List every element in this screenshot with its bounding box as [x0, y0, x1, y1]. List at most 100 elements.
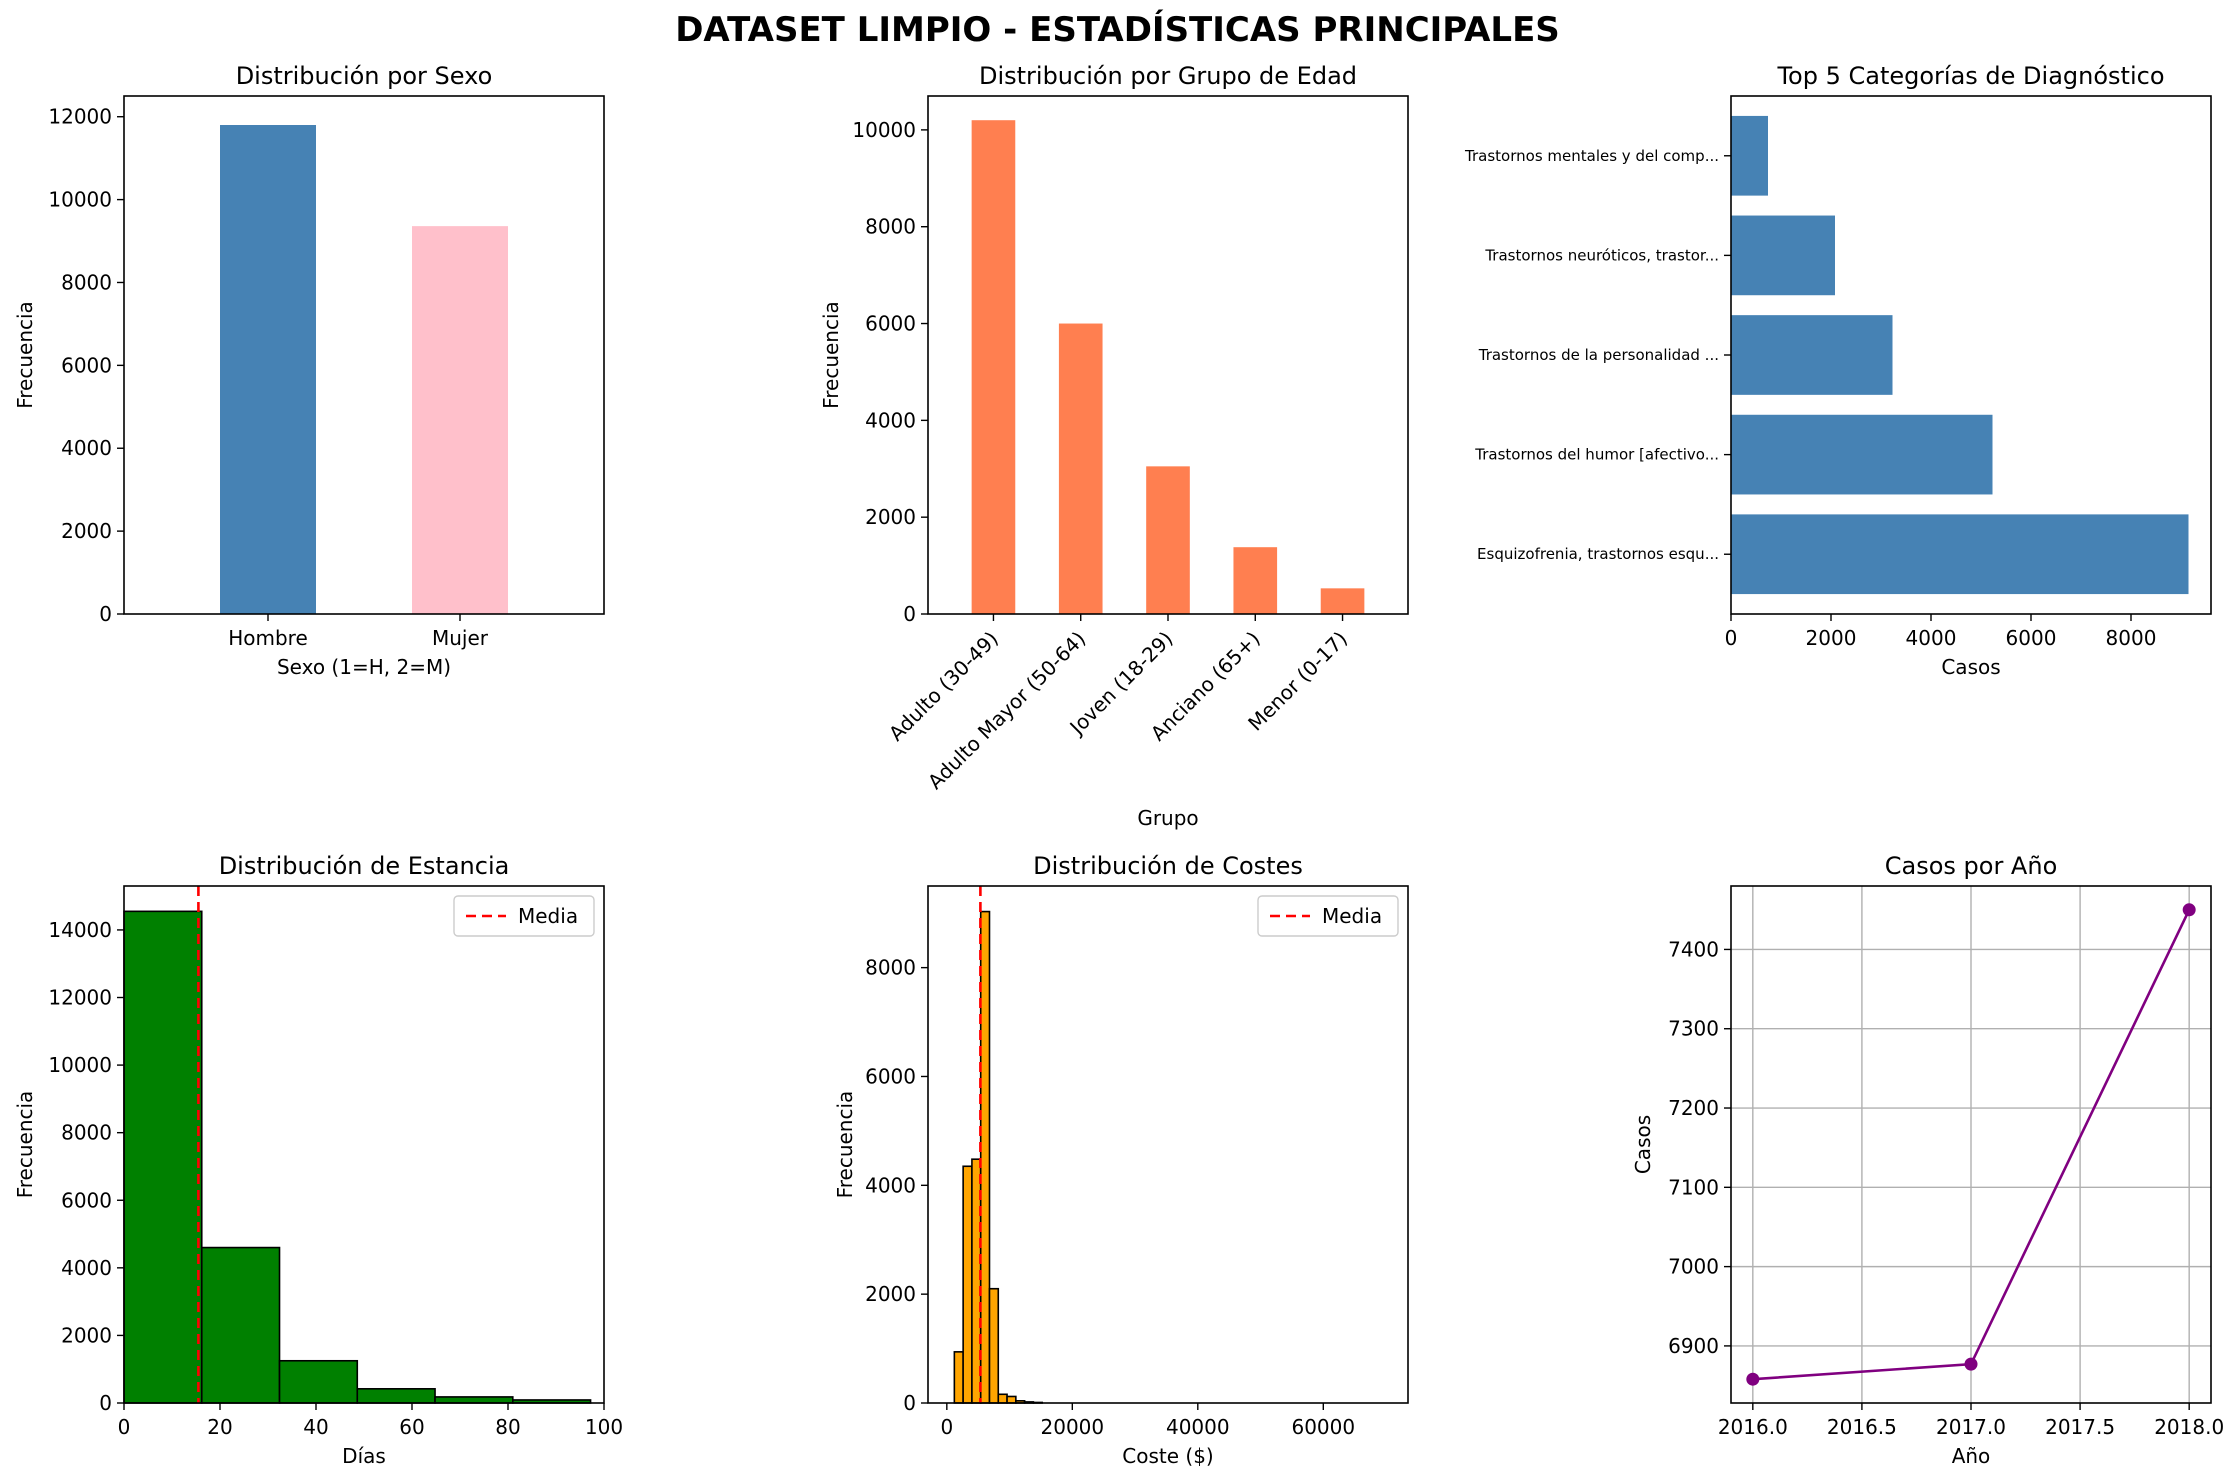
chart-estancia-x-label: Días [342, 1444, 386, 1468]
chart-sexo: Hombre Mujer 0 2000 4000 6000 8000 10000 12000 Di… [13, 62, 605, 679]
chart-sexo-axes-frame [123, 95, 605, 615]
chart-diagnostico-axes-frame [1730, 95, 2212, 615]
chart-costes-x-tick-label: 40000 [1166, 1415, 1230, 1439]
chart-edad-bar [1146, 466, 1190, 614]
chart-anio-x-tick-label: 2017.5 [2045, 1415, 2115, 1439]
chart-edad: Adulto (30-49)Adulto Mayor (50-64)Joven … [819, 62, 1409, 830]
chart-costes-bar [988, 1287, 1000, 1404]
chart-anio-y-tick-label: 7000 [1668, 1255, 1719, 1279]
chart-costes-bar [997, 1393, 1008, 1404]
chart-costes-y-tick-label: 4000 [865, 1173, 916, 1197]
chart-edad-bar [1233, 547, 1278, 614]
chart-diagnostico-x-tick-label: 8000 [2106, 626, 2157, 650]
chart-diagnostico-y-tick-label: Esquizofrenia, trastornos esqu... [1477, 545, 1719, 563]
chart-anio-point [1746, 1372, 1760, 1386]
chart-diagnostico: Esquizofrenia, trastornos esqu... Trastor… [1464, 62, 2212, 679]
chart-edad-bar [971, 120, 1016, 615]
chart-sexo-y-tick-label: 4000 [61, 436, 112, 460]
chart-diagnostico-y-tick-label: Trastornos mentales y del comp... [1464, 147, 1719, 165]
chart-estancia: 0 20 40 60 80 100 0 2000 4000 6000 8000 10000 12000 1… [13, 852, 623, 1468]
chart-estancia-bar [123, 910, 203, 1404]
chart-edad-y-tick-label: 4000 [865, 408, 916, 432]
chart-sexo-y-tick-label: 12000 [48, 105, 112, 129]
chart-estancia-y-tick-label: 4000 [61, 1256, 112, 1280]
chart-anio-point [2182, 903, 2196, 917]
chart-diagnostico-bar [1731, 115, 1768, 196]
chart-edad-x-label: Grupo [1137, 806, 1198, 830]
chart-anio-y-tick-label: 7300 [1668, 1017, 1719, 1041]
page-title: DATASET LIMPIO - ESTADÍSTICAS PRINCIPALE… [675, 10, 1560, 50]
chart-edad-y-label: Frecuencia [819, 301, 843, 409]
chart-diagnostico-title: Top 5 Categorías de Diagnóstico [1776, 62, 2164, 90]
chart-estancia-legend-label: Media [518, 904, 578, 928]
chart-costes-bar [962, 1165, 973, 1404]
chart-diagnostico-bar [1731, 414, 1993, 495]
chart-costes-x-label: Coste ($) [1122, 1444, 1213, 1468]
chart-diagnostico-y-tick-label: Trastornos de la personalidad ... [1478, 346, 1719, 364]
chart-diagnostico-x-tick-label: 4000 [1906, 626, 1957, 650]
chart-anio-point [1964, 1357, 1978, 1371]
chart-edad-bar [1320, 588, 1365, 614]
chart-anio-x-tick-label: 2017.0 [1936, 1415, 2006, 1439]
chart-estancia-x-tick-label: 100 [585, 1415, 623, 1439]
chart-estancia-x-tick-label: 60 [399, 1415, 424, 1439]
chart-estancia-bar [434, 1396, 514, 1404]
chart-estancia-bar [356, 1388, 436, 1404]
chart-estancia-y-tick-label: 6000 [61, 1188, 112, 1212]
chart-diagnostico-x-tick-label: 0 [1725, 626, 1738, 650]
chart-diagnostico-bar [1731, 514, 2189, 595]
chart-costes-y-tick-label: 0 [903, 1391, 916, 1415]
chart-estancia-bar [200, 1246, 281, 1404]
chart-anio-y-tick-label: 6900 [1668, 1334, 1719, 1358]
chart-estancia-x-tick-label: 20 [207, 1415, 232, 1439]
chart-sexo-y-label: Frecuencia [13, 301, 37, 409]
chart-estancia-x-tick-label: 40 [303, 1415, 328, 1439]
chart-sexo-y-tick-label: 2000 [61, 519, 112, 543]
chart-edad-title: Distribución por Grupo de Edad [979, 62, 1357, 90]
chart-sexo-y-tick-label: 6000 [61, 353, 112, 377]
chart-costes-x-tick-label: 20000 [1041, 1415, 1105, 1439]
chart-estancia-y-tick-label: 12000 [48, 986, 112, 1010]
chart-costes-bar [1006, 1395, 1017, 1404]
chart-costes-axes-frame [927, 885, 1409, 1404]
chart-edad-y-tick-label: 2000 [865, 505, 916, 529]
chart-sexo-x-tick-label: Hombre [228, 626, 308, 650]
chart-edad-bar [1058, 323, 1103, 614]
chart-estancia-axes-frame [123, 885, 605, 1404]
chart-costes-x-tick-label: 60000 [1291, 1415, 1355, 1439]
chart-edad-axes-frame [927, 95, 1409, 615]
chart-sexo-bar [412, 226, 508, 615]
chart-estancia-legend-box [453, 895, 595, 937]
chart-sexo-title: Distribución por Sexo [236, 62, 493, 90]
chart-edad-y-tick-label: 8000 [865, 215, 916, 239]
chart-costes-y-tick-label: 2000 [865, 1282, 916, 1306]
chart-diagnostico-x-tick-label: 2000 [1806, 626, 1857, 650]
chart-estancia-x-tick-label: 80 [495, 1415, 520, 1439]
chart-estancia-y-label: Frecuencia [13, 1091, 37, 1199]
chart-costes-y-tick-label: 6000 [865, 1064, 916, 1088]
chart-edad-y-tick-label: 6000 [865, 312, 916, 336]
chart-costes-legend-box [1257, 895, 1399, 937]
chart-estancia-y-tick-label: 0 [99, 1391, 112, 1415]
chart-diagnostico-x-tick-label: 6000 [2006, 626, 2057, 650]
chart-estancia-y-tick-label: 14000 [48, 918, 112, 942]
chart-costes-bar [953, 1351, 964, 1404]
chart-diagnostico-y-tick-label: Trastornos del humor [afectivo... [1474, 446, 1719, 464]
chart-estancia-title: Distribución de Estancia [219, 852, 510, 880]
chart-anio: 2016.0 2016.5 2017.0 2017.5 2018.0 6900 7000 71… [1631, 852, 2224, 1468]
chart-diagnostico-bar [1731, 215, 1835, 296]
chart-edad-x-tick-label: Adulto Mayor (50-64) [923, 627, 1090, 794]
chart-diagnostico-x-label: Casos [1941, 655, 2000, 679]
chart-sexo-x-tick-label: Mujer [432, 626, 489, 650]
chart-anio-x-tick-label: 2016.5 [1827, 1415, 1897, 1439]
chart-sexo-x-label: Sexo (1=H, 2=M) [277, 655, 451, 679]
chart-estancia-legend: Media [453, 895, 595, 937]
chart-sexo-y-tick-label: 0 [99, 602, 112, 626]
chart-anio-y-tick-label: 7200 [1668, 1096, 1719, 1120]
chart-anio-y-tick-label: 7400 [1668, 937, 1719, 961]
chart-anio-x-tick-label: 2016.0 [1718, 1415, 1788, 1439]
chart-anio-x-tick-label: 2018.0 [2154, 1415, 2224, 1439]
chart-estancia-y-tick-label: 10000 [48, 1053, 112, 1077]
chart-costes-legend-label: Media [1322, 904, 1382, 928]
